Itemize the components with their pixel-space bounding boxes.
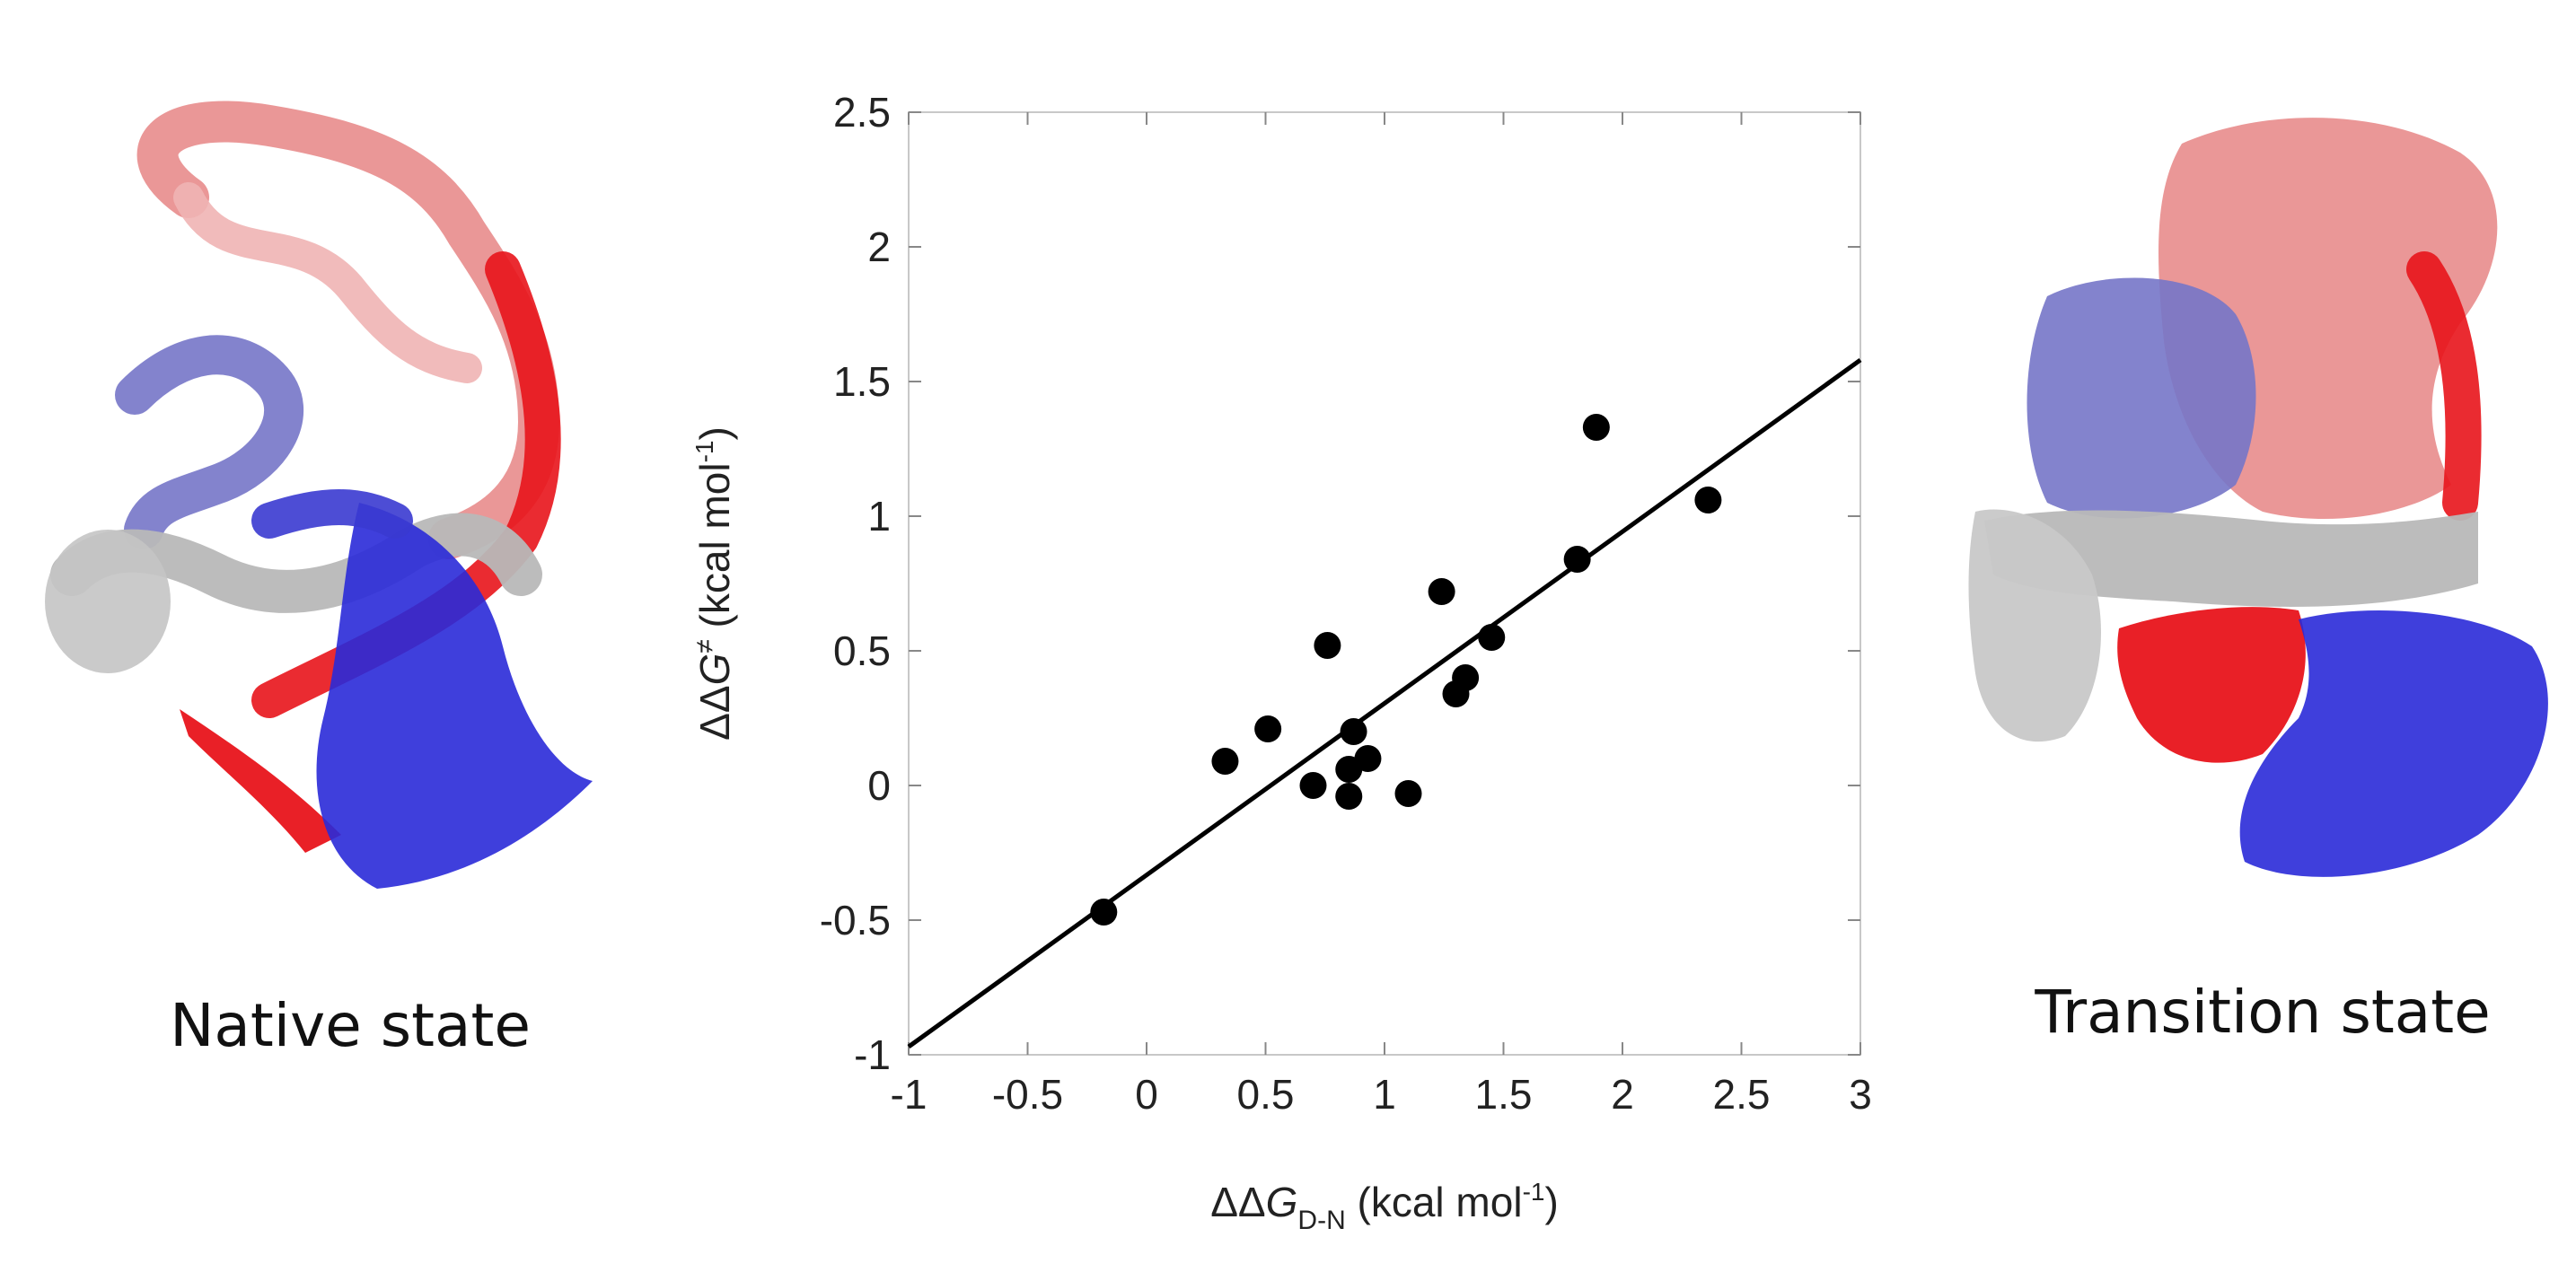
data-point bbox=[1335, 783, 1363, 810]
x-axis-unit-close: ) bbox=[1544, 1179, 1558, 1225]
y-tick-label: 2.5 bbox=[833, 89, 891, 136]
data-point bbox=[1428, 578, 1455, 605]
transition-red-strand bbox=[2406, 251, 2482, 521]
y-axis-prefix: ΔΔ bbox=[691, 685, 738, 740]
data-point bbox=[1452, 664, 1480, 691]
native-state-structure bbox=[45, 101, 593, 889]
transition-state-caption: Transition state bbox=[2034, 978, 2490, 1047]
x-tick-label: 2 bbox=[1611, 1071, 1634, 1118]
x-axis-unit-sup: -1 bbox=[1523, 1178, 1545, 1206]
x-tick-label: -0.5 bbox=[992, 1071, 1063, 1118]
axis-ticks bbox=[908, 111, 1861, 1056]
y-tick-label: -0.5 bbox=[820, 897, 891, 943]
data-point bbox=[1254, 715, 1282, 742]
data-points bbox=[1090, 414, 1722, 926]
transition-periwinkle-block bbox=[2027, 277, 2256, 519]
y-axis-unit-open: (kcal mol bbox=[691, 462, 738, 639]
fit-line bbox=[907, 357, 1862, 1049]
data-point bbox=[1394, 780, 1422, 807]
data-point bbox=[1211, 748, 1239, 775]
x-axis-title: ΔΔGD-N (kcal mol-1) bbox=[1210, 1178, 1559, 1235]
transition-gray-lobe bbox=[1968, 509, 2101, 742]
y-tick-labels: -1 -0.5 0 0.5 1 1.5 2 2.5 bbox=[820, 89, 891, 1078]
transition-gray-band bbox=[1984, 510, 2478, 607]
data-point bbox=[1694, 487, 1722, 513]
x-tick-label: 3 bbox=[1849, 1071, 1872, 1118]
y-tick-label: -1 bbox=[854, 1031, 891, 1078]
scatter-plot: -1 -0.5 0 0.5 1 1.5 2 2.5 3 -1 -0.5 0 0.5 1 1.5 2 2.5 Δ… bbox=[690, 89, 1872, 1235]
data-point bbox=[1478, 624, 1506, 651]
y-tick-label: 2 bbox=[867, 224, 891, 270]
y-tick-label: 0.5 bbox=[833, 627, 891, 674]
x-tick-label: 0.5 bbox=[1237, 1071, 1295, 1118]
y-tick-label: 1 bbox=[867, 493, 891, 540]
transition-blue-sheet bbox=[2239, 610, 2548, 877]
y-axis-superscript: ≠ bbox=[690, 639, 718, 653]
native-red-hairpin bbox=[180, 709, 341, 853]
x-tick-label: 0 bbox=[1135, 1071, 1158, 1118]
x-axis-unit-open: (kcal mol bbox=[1346, 1179, 1523, 1225]
x-axis-symbol: G bbox=[1266, 1179, 1298, 1225]
data-point bbox=[1582, 414, 1610, 441]
x-tick-label: -1 bbox=[891, 1071, 928, 1118]
transition-red-sheet bbox=[2117, 607, 2306, 763]
data-point bbox=[1299, 772, 1327, 799]
x-tick-label: 1 bbox=[1373, 1071, 1396, 1118]
y-axis-unit-close: ) bbox=[691, 426, 738, 440]
x-axis-subscript: D-N bbox=[1297, 1206, 1345, 1235]
y-axis-title: ΔΔG≠ (kcal mol-1) bbox=[690, 426, 738, 741]
y-tick-label: 1.5 bbox=[833, 358, 891, 405]
plot-frame bbox=[908, 111, 1861, 1056]
y-axis-symbol: G bbox=[691, 654, 738, 686]
x-tick-labels: -1 -0.5 0 0.5 1 1.5 2 2.5 3 bbox=[891, 1071, 1872, 1118]
transition-state-structure bbox=[1968, 118, 2548, 877]
data-point bbox=[1314, 632, 1341, 659]
native-blue-strand bbox=[251, 489, 413, 539]
y-axis-unit-sup: -1 bbox=[690, 441, 718, 463]
native-salmon-loop-inner bbox=[173, 182, 482, 383]
native-blue-sheet bbox=[316, 503, 593, 889]
y-tick-label: 0 bbox=[867, 762, 891, 809]
x-axis-prefix: ΔΔ bbox=[1210, 1179, 1265, 1225]
data-point bbox=[1354, 745, 1382, 772]
data-point bbox=[1090, 899, 1118, 926]
native-state-caption: Native state bbox=[170, 991, 531, 1060]
native-periwinkle-coil bbox=[115, 335, 304, 549]
native-gray-blob bbox=[45, 530, 171, 673]
x-tick-label: 2.5 bbox=[1713, 1071, 1771, 1118]
data-point bbox=[1340, 718, 1367, 745]
x-tick-label: 1.5 bbox=[1475, 1071, 1533, 1118]
data-point bbox=[1563, 546, 1591, 573]
